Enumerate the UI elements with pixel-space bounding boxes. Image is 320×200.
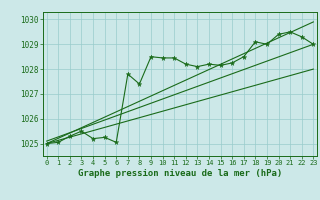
X-axis label: Graphe pression niveau de la mer (hPa): Graphe pression niveau de la mer (hPa) bbox=[78, 169, 282, 178]
